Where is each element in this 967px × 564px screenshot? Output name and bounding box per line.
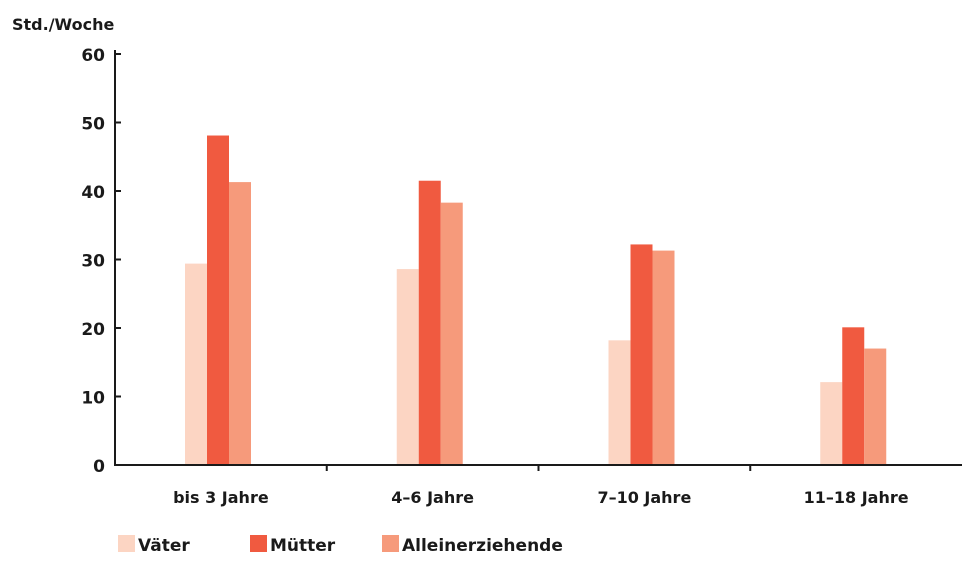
legend-swatch-1 — [118, 535, 135, 552]
y-tick-label-2: 10 — [81, 389, 105, 409]
y-tick-label-1: 0 — [93, 457, 105, 477]
bars-group — [185, 135, 887, 465]
bar-3-category-4 — [864, 348, 887, 465]
y-tick-label-4: 30 — [81, 252, 105, 272]
legend-label-2: Mütter — [270, 536, 336, 556]
x-tick-label-3: 7–10 Jahre — [597, 488, 691, 507]
legend-label-1: Väter — [138, 536, 190, 556]
bar-3-category-2 — [440, 202, 463, 465]
bar-1-category-3 — [608, 340, 631, 465]
bar-1-category-1 — [185, 263, 207, 465]
bar-3-category-3 — [652, 250, 675, 465]
legend: Väter Mütter Alleinerziehende — [118, 535, 563, 556]
bar-2-category-1 — [207, 135, 229, 465]
x-tick-label-4: 11–18 Jahre — [804, 488, 909, 507]
x-tick-label-1: bis 3 Jahre — [173, 488, 269, 507]
legend-swatch-3 — [382, 535, 399, 552]
bar-2-category-2 — [418, 180, 441, 465]
bar-2-category-3 — [630, 244, 653, 465]
legend-swatch-2 — [250, 535, 267, 552]
axes-group: 0 10 20 30 40 50 60 bis 3 Jahre 4–6 Jahre 7–10 Ja… — [81, 46, 962, 507]
legend-label-3: Alleinerziehende — [402, 536, 563, 556]
y-axis-unit-label: Std./Woche — [12, 15, 114, 34]
y-tick-label-6: 50 — [81, 115, 105, 135]
bar-3-category-1 — [229, 182, 251, 465]
x-tick-label-2: 4–6 Jahre — [391, 488, 474, 507]
y-tick-label-3: 20 — [81, 320, 105, 340]
bar-1-category-2 — [396, 269, 419, 465]
bar-2-category-4 — [842, 327, 865, 465]
y-tick-label-5: 40 — [81, 183, 105, 203]
bar-1-category-4 — [820, 382, 843, 465]
y-tick-label-7: 60 — [81, 46, 105, 66]
